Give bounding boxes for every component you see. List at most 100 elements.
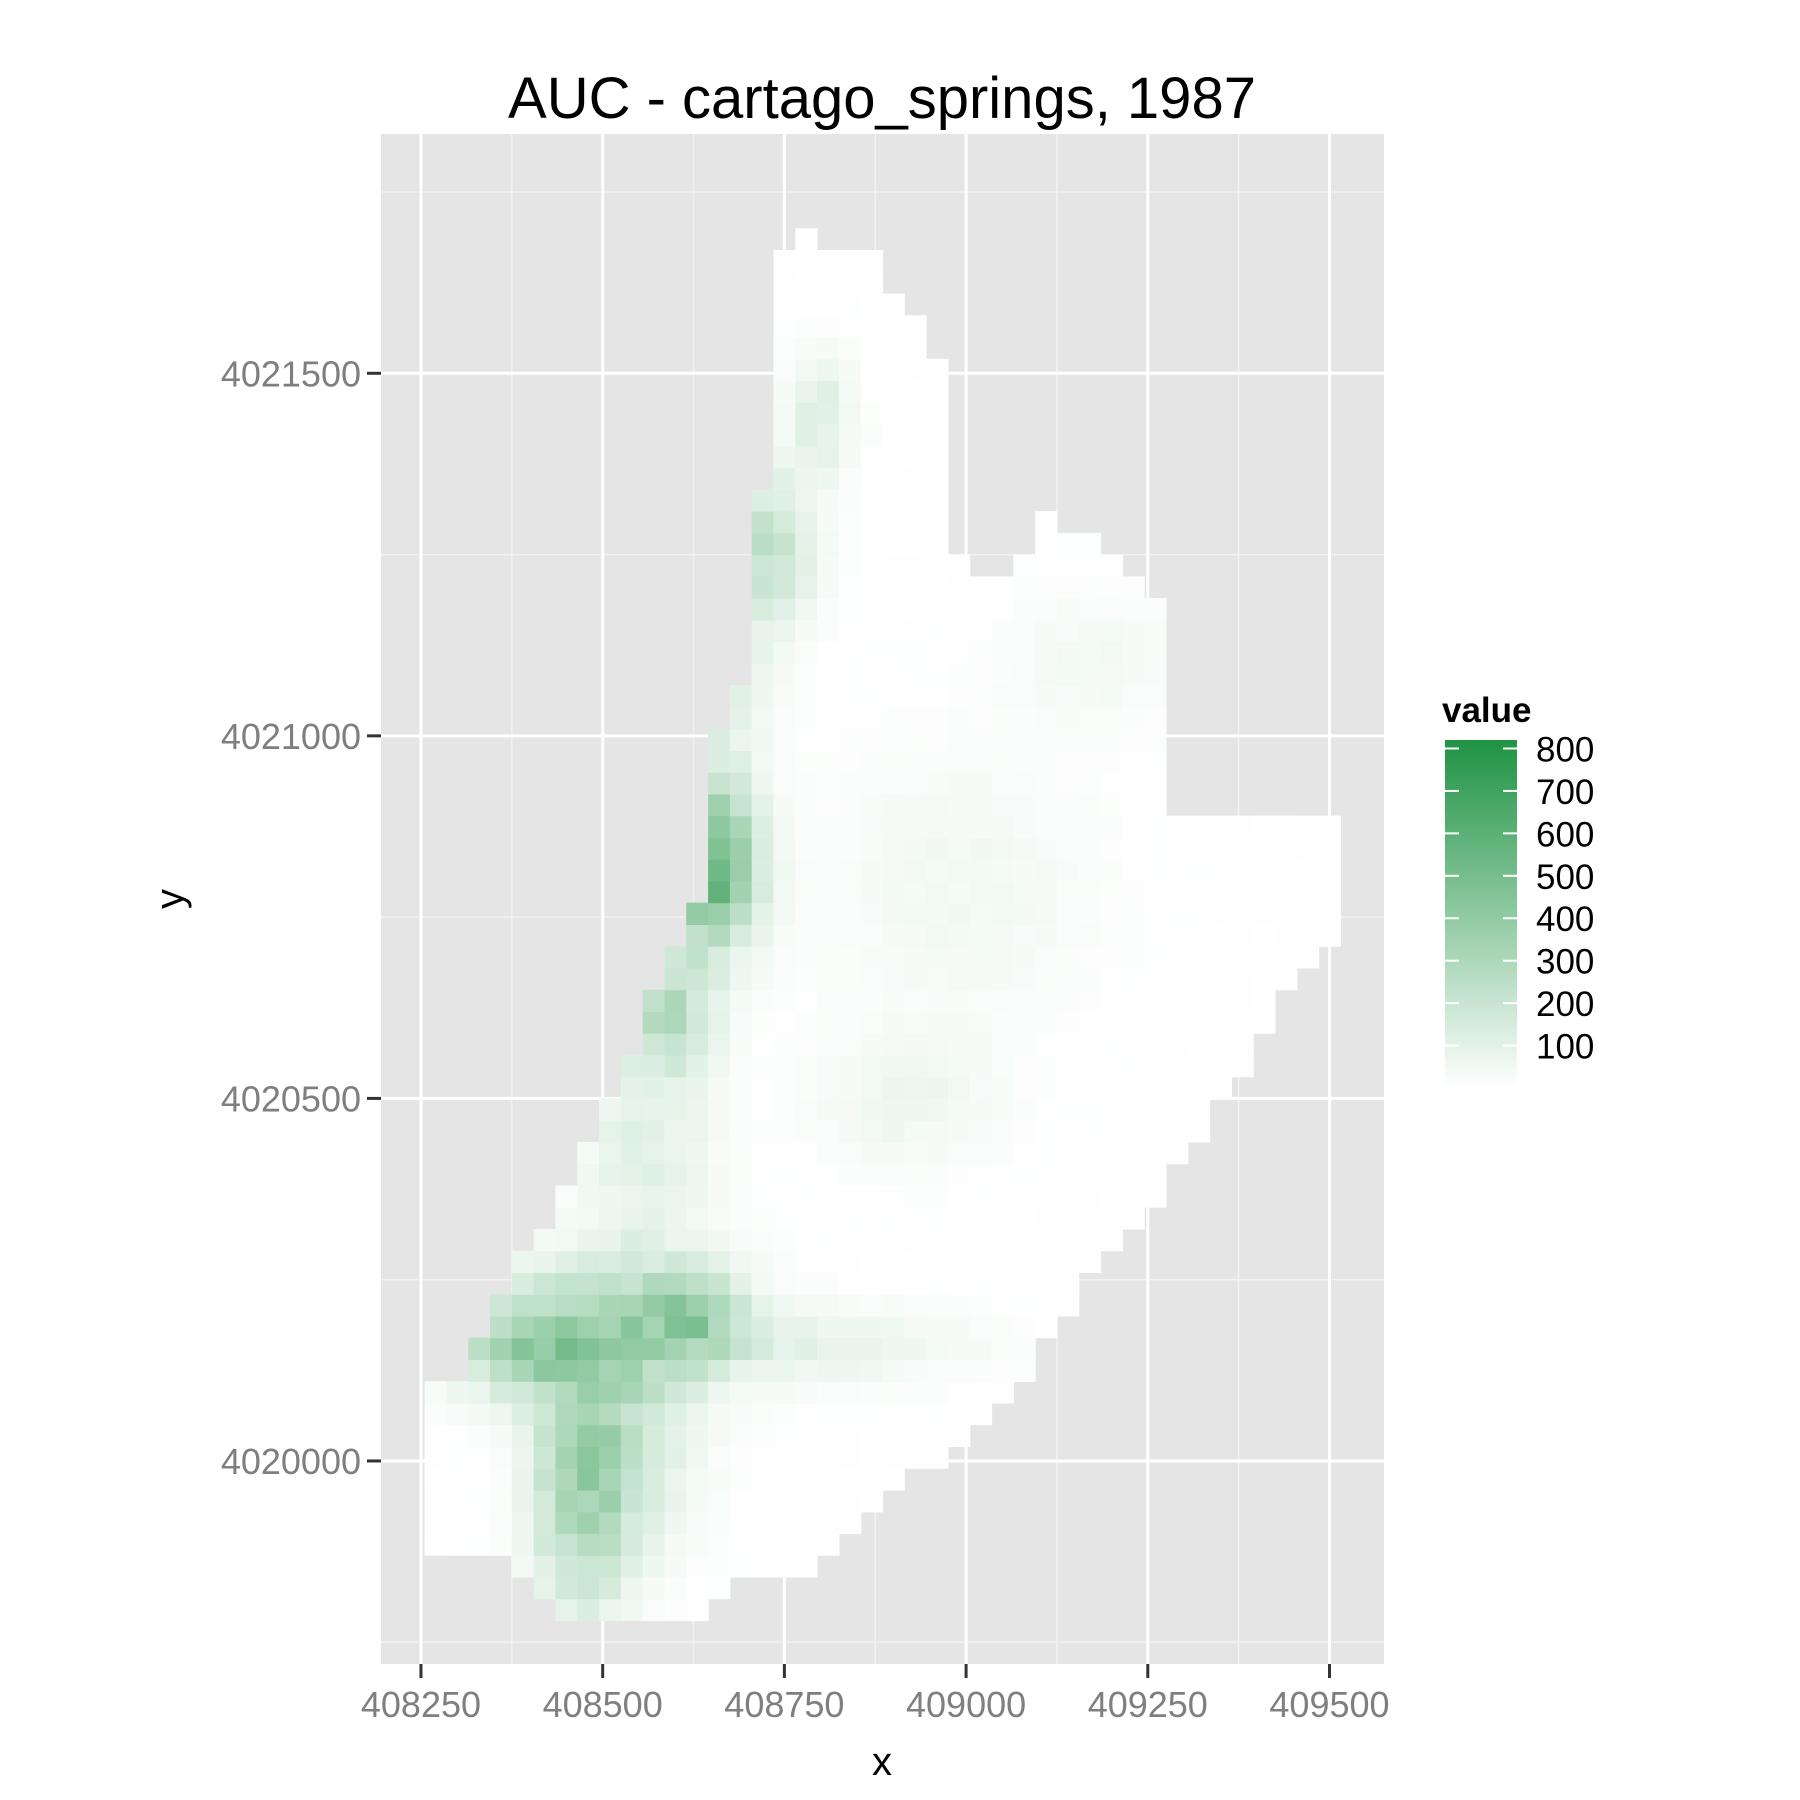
heatmap-tile [991,967,1014,991]
heatmap-tile [817,1228,840,1252]
heatmap-tile [991,663,1014,686]
heatmap-tile [860,1359,884,1382]
heatmap-tile [969,837,993,860]
heatmap-tile [817,532,840,556]
heatmap-tile [1078,598,1102,621]
heatmap-tile [926,880,949,904]
heatmap-tile [795,598,818,621]
heatmap-tile [1013,772,1036,795]
heatmap-tile [926,1141,949,1165]
heatmap-tile [926,1011,949,1034]
heatmap-tile [708,772,731,795]
heatmap-tile [468,1381,491,1404]
heatmap-tile [468,1489,491,1513]
heatmap-tile [1100,902,1123,925]
heatmap-tile [1231,902,1254,925]
heatmap-tile [1013,1315,1036,1339]
heatmap-tile [468,1468,491,1491]
heatmap-tile [642,1011,666,1034]
heatmap-tile [599,1185,622,1208]
heatmap-tile [620,1359,644,1382]
heatmap-tile [1035,1315,1058,1339]
heatmap-tile [904,967,927,991]
heatmap-tile [817,685,840,708]
heatmap-tile [838,293,862,316]
heatmap-tile [708,880,731,904]
heatmap-tile [904,424,927,447]
heatmap-tile [817,1359,840,1382]
heatmap-tile [991,641,1014,664]
heatmap-tile [729,1555,753,1578]
heatmap-tile [904,337,927,360]
heatmap-tile [904,1337,927,1361]
heatmap-tile [1056,793,1080,817]
heatmap-tile [773,663,796,686]
heatmap-tile [1056,880,1080,904]
heatmap-tile [686,1381,709,1404]
heatmap-tile [838,1033,862,1056]
heatmap-tile [860,750,884,773]
heatmap-tile [642,1424,666,1448]
heatmap-tile [1035,1011,1058,1034]
heatmap-tile [1056,706,1080,730]
heatmap-tile [795,511,818,534]
heatmap-tile [838,1359,862,1382]
heatmap-tile [947,1337,971,1361]
heatmap-tile [751,1185,775,1208]
heatmap-tile [1274,967,1298,991]
heatmap-tile [729,1315,753,1339]
heatmap-tile [664,1402,687,1426]
heatmap-tile [991,1207,1014,1230]
heatmap-tile [620,1163,644,1187]
heatmap-tile [1296,880,1320,904]
heatmap-tile [773,815,796,838]
heatmap-tile [708,1402,731,1426]
heatmap-tile [642,1076,666,1099]
heatmap-tile [991,946,1014,969]
heatmap-tile [773,1424,796,1448]
heatmap-tile [468,1359,491,1382]
heatmap-tile [860,598,884,621]
heatmap-tile [1056,1272,1080,1295]
heatmap-tile [1078,619,1102,643]
heatmap-tile [1100,685,1123,708]
heatmap-tile [969,772,993,795]
heatmap-tile [795,467,818,490]
legend-colorbar [1445,740,1517,1088]
heatmap-tile [642,1446,666,1469]
heatmap-tile [795,1033,818,1056]
heatmap-tile [904,1207,927,1230]
heatmap-tile [904,1054,927,1078]
heatmap-tile [882,1337,905,1361]
heatmap-tile [620,1228,644,1252]
heatmap-tile [795,1141,818,1165]
heatmap-tile [904,445,927,469]
heatmap-tile [817,1489,840,1513]
heatmap-tile [1274,902,1298,925]
heatmap-tile [1231,1033,1254,1056]
heatmap-tile [860,1402,884,1426]
heatmap-tile [838,1076,862,1099]
heatmap-tile [1187,946,1211,969]
heatmap-tile [664,1250,687,1274]
heatmap-tile [533,1294,557,1317]
heatmap-tile [947,967,971,991]
heatmap-tile [708,1163,731,1187]
heatmap-tile [1013,641,1036,664]
heatmap-tile [511,1555,535,1578]
heatmap-tile [773,772,796,795]
heatmap-tile [577,1424,600,1448]
heatmap-tile [751,1120,775,1143]
heatmap-tile [729,1533,753,1556]
heatmap-tile [708,1076,731,1099]
heatmap-tile [1253,946,1276,969]
heatmap-tile [795,315,818,338]
heatmap-tile [577,1446,600,1469]
heatmap-tile [838,1120,862,1143]
heatmap-tile [926,772,949,795]
heatmap-tile [1122,880,1145,904]
heatmap-tile [1122,815,1145,838]
heatmap-tile [642,1120,666,1143]
heatmap-tile [1100,1054,1123,1078]
heatmap-tile [1078,663,1102,686]
